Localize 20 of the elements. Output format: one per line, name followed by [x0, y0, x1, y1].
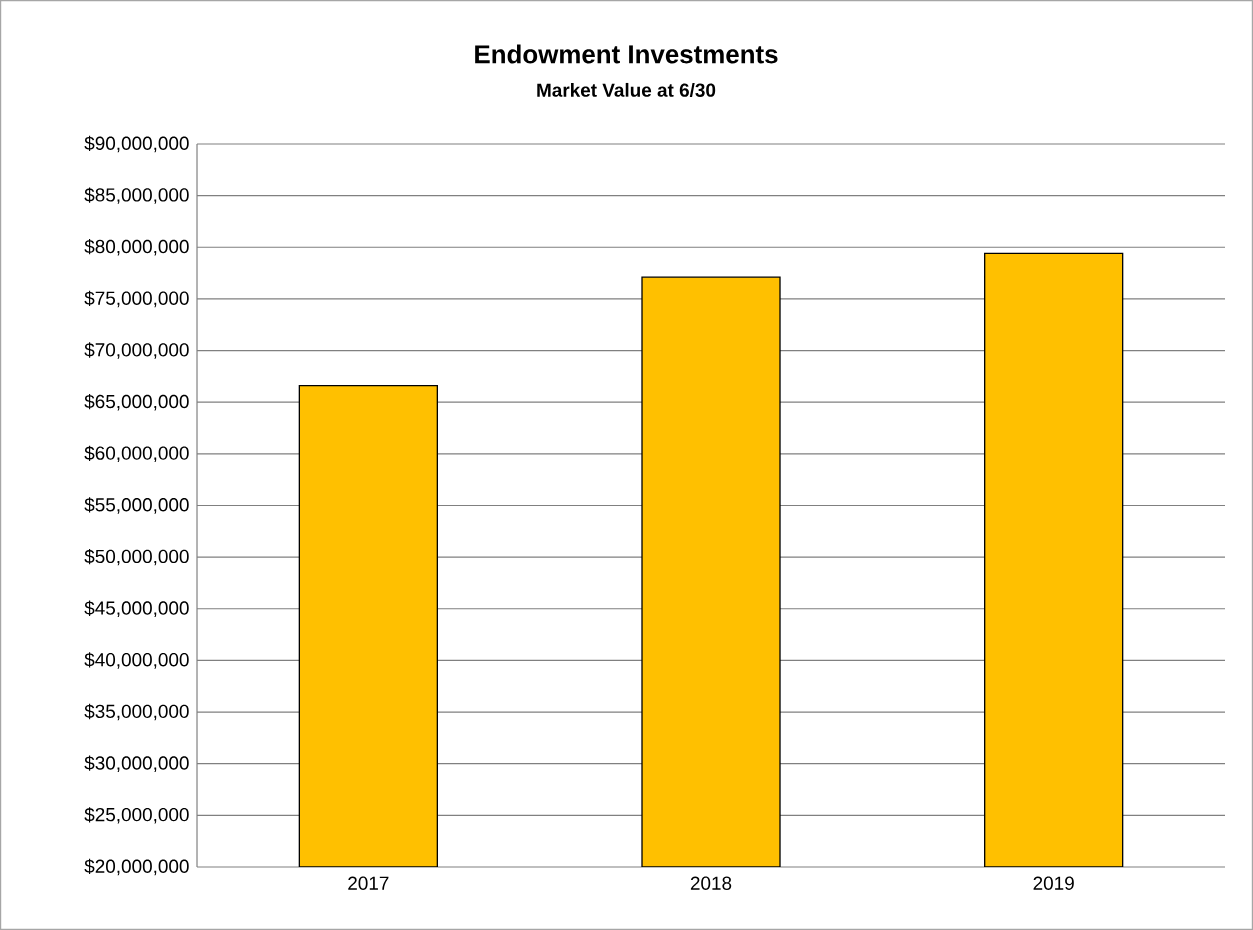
- y-tick-label: $50,000,000: [84, 548, 189, 566]
- y-tick-label: $90,000,000: [84, 135, 189, 153]
- x-tick-label: 2019: [1033, 876, 1074, 890]
- y-tick-label: $85,000,000: [84, 187, 189, 204]
- y-tick-label: $25,000,000: [84, 807, 189, 824]
- y-tick-label: $80,000,000: [84, 239, 189, 256]
- y-tick-label: $40,000,000: [84, 652, 189, 669]
- y-tick-label: $20,000,000: [84, 858, 189, 876]
- x-tick-label: 2017: [348, 876, 389, 890]
- y-tick-label: $70,000,000: [84, 342, 189, 359]
- x-tick-label: 2018: [690, 876, 732, 890]
- y-tick-label: $75,000,000: [84, 290, 189, 308]
- y-tick-label: $35,000,000: [84, 703, 189, 721]
- chart-subtitle: Market Value at 6/30: [537, 82, 716, 98]
- chart-title: Endowment Investments: [475, 44, 778, 64]
- y-tick-label: $30,000,000: [84, 755, 189, 772]
- y-tick-label: $45,000,000: [84, 600, 189, 617]
- y-tick-label: $55,000,000: [84, 497, 189, 514]
- y-tick-label: $60,000,000: [84, 445, 189, 463]
- y-tick-label: $65,000,000: [84, 393, 189, 411]
